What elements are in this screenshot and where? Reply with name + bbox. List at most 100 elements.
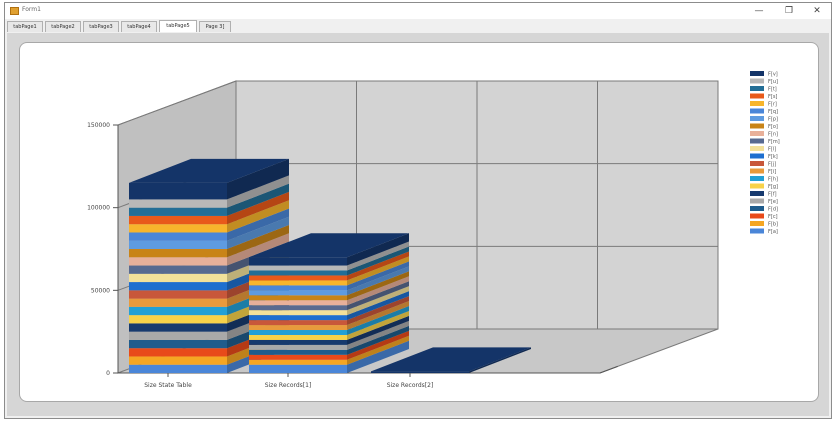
bar-segment-front xyxy=(249,295,347,301)
bar-segment-front xyxy=(129,315,227,324)
bar-segment-front xyxy=(371,371,469,373)
bar-segment-front xyxy=(249,359,347,365)
app-icon xyxy=(10,7,19,15)
tab-page1[interactable]: tabPage1 xyxy=(7,21,43,32)
bar-segment-front xyxy=(129,224,227,233)
legend-swatch xyxy=(750,191,764,196)
tab-page5[interactable]: tabPage5 xyxy=(159,20,197,32)
bar-segment-side xyxy=(347,271,409,301)
bar-segment-front xyxy=(129,356,227,365)
legend-swatch xyxy=(750,123,764,129)
y-tick-label: 50000 xyxy=(91,287,110,294)
bar-segment-side xyxy=(347,241,409,271)
legend-swatch xyxy=(750,101,764,106)
bar-segment-side xyxy=(347,251,409,281)
y-tick-label: 0 xyxy=(106,370,110,377)
bar-segment-side xyxy=(347,276,409,306)
legend-label: F[m] xyxy=(768,139,780,145)
y-tick-label: 150000 xyxy=(87,122,110,129)
tab-page2[interactable]: tabPage2 xyxy=(45,21,81,32)
bar-segment-front xyxy=(129,282,227,291)
legend-swatch xyxy=(750,93,764,99)
bar-segment-front xyxy=(129,364,227,373)
legend-label: F[k] xyxy=(768,154,778,160)
bar-segment-front xyxy=(249,349,347,355)
bar-segment-front xyxy=(129,182,227,200)
legend-swatch xyxy=(750,153,764,159)
bar-segment-front xyxy=(249,354,347,360)
bar-segment-front xyxy=(129,207,227,216)
bar-segment-front xyxy=(249,310,347,316)
legend-swatch xyxy=(750,108,764,114)
bar-segment-side xyxy=(347,325,409,355)
bar-segment-front xyxy=(249,265,347,271)
bar-segment-front xyxy=(249,280,347,286)
tab-page4[interactable]: tabPage4 xyxy=(121,21,157,32)
legend-label: F[r] xyxy=(768,102,777,108)
bar-segment-side xyxy=(347,281,409,311)
close-button[interactable]: ✕ xyxy=(813,6,821,16)
bar-segment-front xyxy=(129,331,227,340)
bar-segment-front xyxy=(249,315,347,321)
legend-swatch xyxy=(750,228,764,234)
bar-segment-front xyxy=(249,330,347,335)
tab-page6[interactable]: Page 3] xyxy=(199,21,231,32)
legend-swatch xyxy=(750,71,764,76)
bar-segment-front xyxy=(129,306,227,316)
bar-segment-side xyxy=(227,158,289,200)
legend-label: F[l] xyxy=(768,147,776,153)
legend-label: F[e] xyxy=(768,199,778,205)
bar-segment-front xyxy=(249,334,347,340)
title-bar[interactable]: Form1 — ❐ ✕ xyxy=(5,3,831,19)
legend-label: F[c] xyxy=(768,214,778,220)
maximize-button[interactable]: ❐ xyxy=(784,6,794,16)
bar-segment-front xyxy=(249,257,347,266)
legend-label: F[q] xyxy=(768,109,778,115)
bar-segment-side xyxy=(347,266,409,296)
legend-label: F[g] xyxy=(768,184,778,190)
bar-segment-front xyxy=(129,240,227,249)
bar-segment-side xyxy=(227,216,289,249)
bar-segment-front xyxy=(129,323,227,332)
bar-segment-side xyxy=(347,291,409,321)
legend-swatch xyxy=(750,176,764,181)
legend-label: F[p] xyxy=(768,117,778,123)
legend-swatch xyxy=(750,183,764,189)
legend-swatch xyxy=(750,213,764,219)
legend-swatch xyxy=(750,78,764,84)
tab-page3[interactable]: tabPage3 xyxy=(83,21,119,32)
bar-segment-front xyxy=(129,348,227,357)
legend-label: F[j] xyxy=(768,162,776,168)
legend-swatch xyxy=(750,221,764,226)
minimize-button[interactable]: — xyxy=(754,6,764,16)
legend-label: F[i] xyxy=(768,169,776,175)
window-title: Form1 xyxy=(22,6,41,13)
bar-segment-front xyxy=(129,265,227,274)
bar-segment-front xyxy=(129,249,227,258)
chart-area: 0 50000 100000 150000 Size State Table Size R… xyxy=(19,42,819,402)
bar-segment-front xyxy=(129,290,227,299)
x-axis-end xyxy=(599,365,618,374)
bar-segment-side xyxy=(347,286,409,316)
legend-swatch xyxy=(750,206,764,211)
legend-swatch xyxy=(750,131,764,136)
legend-label: F[n] xyxy=(768,132,778,138)
bar-segment-side xyxy=(347,340,409,373)
bar-segment-front xyxy=(249,290,347,296)
y-tick-label: 100000 xyxy=(87,205,110,212)
bar-segment-front xyxy=(249,320,347,326)
bar-top xyxy=(371,347,531,372)
bar-segment-side xyxy=(347,306,409,335)
app-window: Form1 — ❐ ✕ tabPage1 tabPage2 tabPage3 t… xyxy=(4,2,832,419)
legend-swatch xyxy=(750,86,764,91)
bar-segment-side xyxy=(347,310,409,340)
bar-segment-side xyxy=(347,301,409,331)
bar-segment-front xyxy=(249,325,347,331)
bar-segment-front xyxy=(249,275,347,281)
bar-segment-side xyxy=(227,183,289,216)
bar-segment-side xyxy=(227,233,289,266)
bar-segment-side xyxy=(347,315,409,345)
legend-swatch xyxy=(750,138,764,144)
bar-segment-side xyxy=(347,330,409,360)
bar-segment-side xyxy=(347,335,409,365)
